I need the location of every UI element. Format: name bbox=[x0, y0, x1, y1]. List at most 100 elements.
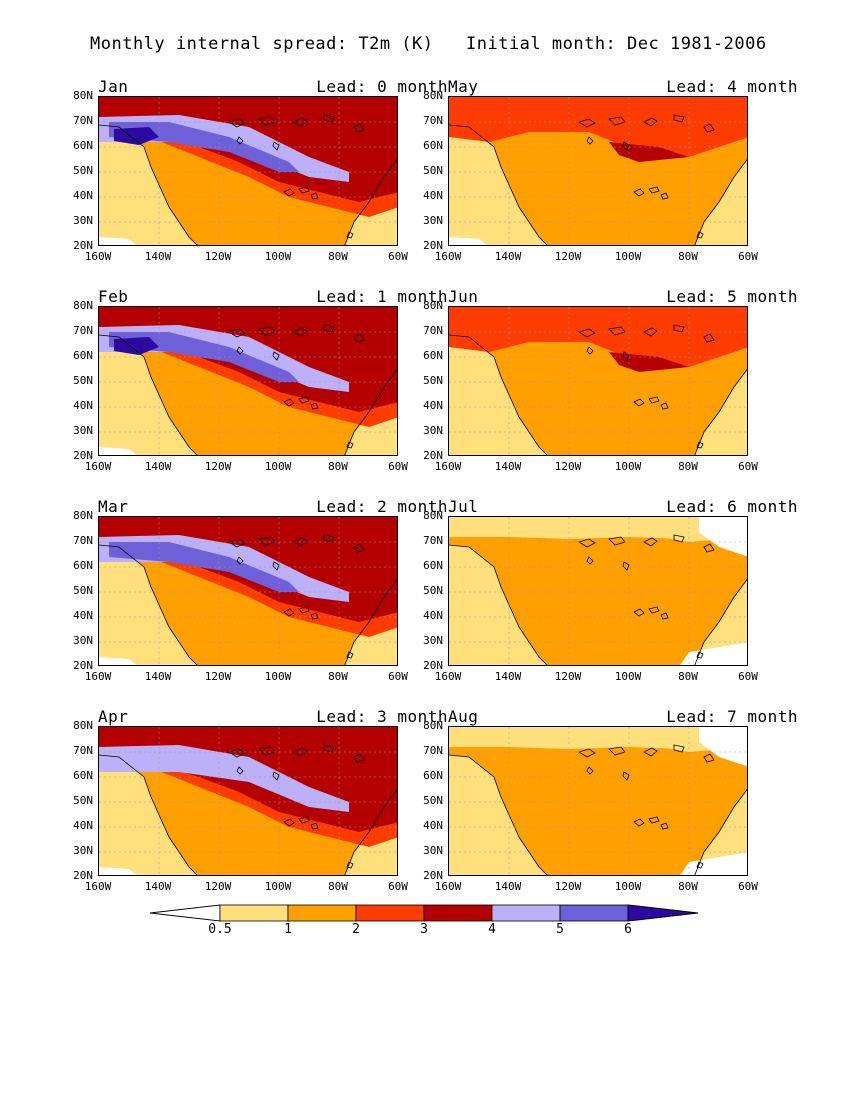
panel-lead: Lead: 1 month bbox=[316, 287, 448, 306]
x-tick-label: 60W bbox=[388, 880, 408, 893]
x-tick-label: 80W bbox=[678, 250, 698, 263]
y-tick-label: 80N bbox=[423, 299, 443, 312]
x-tick-label: 80W bbox=[328, 460, 348, 473]
panel-month: Feb bbox=[98, 287, 129, 306]
y-tick-label: 50N bbox=[423, 374, 443, 387]
coastline bbox=[99, 124, 397, 245]
x-tick-label: 80W bbox=[328, 670, 348, 683]
colorbar-arrow-high bbox=[627, 904, 699, 922]
x-tick-label: 160W bbox=[434, 460, 462, 473]
x-tick-label: 140W bbox=[494, 880, 522, 893]
y-tick-label: 70N bbox=[73, 114, 93, 127]
colorbar-segment bbox=[219, 904, 289, 922]
y-tick-label: 70N bbox=[423, 744, 443, 757]
x-tick-label: 140W bbox=[494, 250, 522, 263]
map-plot bbox=[98, 306, 398, 456]
y-tick-label: 20N bbox=[423, 449, 443, 462]
y-tick-label: 50N bbox=[73, 584, 93, 597]
x-tick-label: 160W bbox=[434, 880, 462, 893]
y-tick-label: 30N bbox=[423, 844, 443, 857]
y-tick-label: 50N bbox=[423, 164, 443, 177]
y-tick-label: 30N bbox=[73, 634, 93, 647]
map-panel-aug: Aug Lead: 7 month 80N 70N 60N 50N 40N 30N 20N 160… bbox=[423, 707, 798, 913]
colorbar-segment bbox=[423, 904, 493, 922]
y-tick-label: 40N bbox=[423, 819, 443, 832]
x-tick-label: 60W bbox=[388, 250, 408, 263]
y-tick-label: 20N bbox=[423, 869, 443, 882]
x-tick-label: 80W bbox=[678, 880, 698, 893]
colorbar: 0.5 1 2 3 4 5 6 bbox=[149, 904, 700, 944]
low-spread-region bbox=[99, 237, 137, 245]
coastline bbox=[99, 544, 397, 665]
great-lakes bbox=[283, 816, 354, 869]
x-tick-label: 160W bbox=[434, 250, 462, 263]
great-lakes bbox=[633, 186, 704, 239]
y-tick-label: 40N bbox=[423, 399, 443, 412]
panel-lead: Lead: 4 month bbox=[666, 77, 798, 96]
panel-lead: Lead: 2 month bbox=[316, 497, 448, 516]
band-2-3 bbox=[449, 307, 747, 367]
y-tick-label: 80N bbox=[73, 299, 93, 312]
coastline bbox=[99, 334, 397, 455]
y-tick-label: 50N bbox=[423, 794, 443, 807]
great-lakes bbox=[633, 396, 704, 449]
band-0p5-1 bbox=[449, 727, 747, 752]
x-tick-label: 60W bbox=[388, 460, 408, 473]
x-tick-label: 120W bbox=[554, 670, 582, 683]
x-tick-label: 140W bbox=[144, 250, 172, 263]
y-tick-label: 60N bbox=[423, 559, 443, 572]
panel-month: Mar bbox=[98, 497, 129, 516]
figure-title: Monthly internal spread: T2m (K) bbox=[90, 34, 434, 54]
x-tick-label: 60W bbox=[738, 250, 758, 263]
x-tick-label: 60W bbox=[388, 670, 408, 683]
low-spread-region bbox=[99, 867, 137, 875]
y-tick-label: 20N bbox=[73, 659, 93, 672]
panel-lead: Lead: 7 month bbox=[666, 707, 798, 726]
y-tick-label: 30N bbox=[73, 214, 93, 227]
y-tick-label: 60N bbox=[73, 139, 93, 152]
panel-month: Jul bbox=[448, 497, 479, 516]
y-tick-label: 70N bbox=[423, 324, 443, 337]
band-4-5 bbox=[99, 745, 349, 812]
colorbar-label: 0.5 bbox=[208, 922, 232, 937]
y-tick-label: 80N bbox=[73, 509, 93, 522]
y-tick-label: 70N bbox=[73, 534, 93, 547]
coastline bbox=[449, 544, 747, 665]
y-tick-label: 20N bbox=[423, 659, 443, 672]
colorbar-label: 6 bbox=[624, 922, 632, 937]
map-panel-jul: Jul Lead: 6 month 80N 70N 60N 50N 40N 30N 20N 160… bbox=[423, 497, 798, 703]
map-plot bbox=[448, 516, 748, 666]
low-spread-region bbox=[449, 237, 487, 245]
map-svg bbox=[449, 517, 747, 665]
map-panel-jun: Jun Lead: 5 month 80N 70N 60N 50N 40N 30N 20N 160… bbox=[423, 287, 798, 493]
map-panel-mar: Mar Lead: 2 month 80N 70N 60N 50N 40N 30N 20N 160… bbox=[73, 497, 448, 703]
panel-lead: Lead: 0 month bbox=[316, 77, 448, 96]
y-tick-label: 60N bbox=[423, 769, 443, 782]
x-tick-label: 120W bbox=[204, 670, 232, 683]
colorbar-label: 3 bbox=[420, 922, 428, 937]
map-panel-may: May Lead: 4 month 80N 70N 60N 50N 40N 30N 20N 160… bbox=[423, 77, 798, 283]
y-tick-label: 50N bbox=[423, 584, 443, 597]
panel-month: Jan bbox=[98, 77, 129, 96]
great-lakes bbox=[633, 816, 704, 869]
x-tick-label: 60W bbox=[738, 880, 758, 893]
x-tick-label: 120W bbox=[204, 250, 232, 263]
y-tick-label: 50N bbox=[73, 794, 93, 807]
map-svg bbox=[99, 97, 397, 245]
land-fill bbox=[449, 537, 747, 665]
low-spread-region bbox=[99, 657, 137, 665]
map-plot bbox=[448, 96, 748, 246]
y-tick-label: 70N bbox=[73, 744, 93, 757]
y-tick-label: 60N bbox=[423, 139, 443, 152]
y-tick-label: 60N bbox=[423, 349, 443, 362]
x-tick-label: 60W bbox=[738, 670, 758, 683]
colorbar-label: 4 bbox=[488, 922, 496, 937]
map-svg bbox=[99, 517, 397, 665]
initial-month-label: Initial month: Dec 1981-2006 bbox=[466, 34, 767, 54]
x-tick-label: 120W bbox=[204, 460, 232, 473]
x-tick-label: 140W bbox=[144, 670, 172, 683]
map-svg bbox=[99, 307, 397, 455]
y-tick-label: 60N bbox=[73, 559, 93, 572]
y-tick-label: 30N bbox=[423, 634, 443, 647]
low-spread-region bbox=[699, 727, 747, 767]
